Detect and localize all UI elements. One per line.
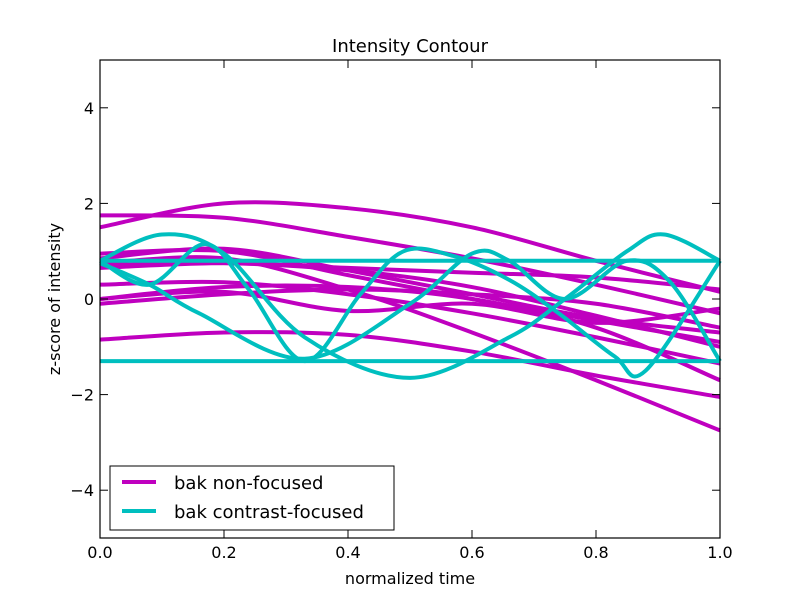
- legend-box: [109, 465, 395, 531]
- x-tick-label: 0.6: [459, 543, 484, 562]
- x-axis-label: normalized time: [345, 569, 475, 588]
- series-line-non-focused-6: [99, 261, 721, 349]
- x-tick-label: 0.2: [211, 543, 236, 562]
- legend-label-non-focused: bak non-focused: [174, 473, 323, 494]
- series-line-non-focused-8: [99, 287, 721, 330]
- axis-ticks: 0.0 0.2 0.4 0.6 0.8 1.0 4 2 0 −2 −4: [70, 60, 733, 562]
- y-tick-label: −2: [70, 386, 94, 405]
- y-tick-label: −4: [70, 481, 94, 500]
- legend-label-contrast-focused: bak contrast-focused: [174, 502, 364, 523]
- y-tick-label: 2: [84, 194, 94, 213]
- y-tick-label: 0: [84, 290, 94, 309]
- series-line-contrast-focused-1: [99, 232, 721, 380]
- x-tick-label: 1.0: [707, 543, 732, 562]
- series-lines: [98, 200, 722, 433]
- series-line-non-focused-12: [99, 289, 721, 325]
- x-tick-label: 0.0: [87, 543, 112, 562]
- series-line-non-focused-11: [99, 330, 721, 399]
- legend: bak non-focused bak contrast-focused: [109, 465, 395, 531]
- y-axis-label: z-score of intensity: [45, 223, 64, 375]
- x-tick-label: 0.8: [583, 543, 608, 562]
- series-line-non-focused-10: [99, 255, 721, 433]
- x-tick-label: 0.4: [335, 543, 360, 562]
- chart-title: Intensity Contour: [332, 36, 489, 57]
- plot-area: [100, 60, 720, 538]
- series-line-non-focused-2: [99, 213, 721, 316]
- y-tick-label: 4: [84, 99, 94, 118]
